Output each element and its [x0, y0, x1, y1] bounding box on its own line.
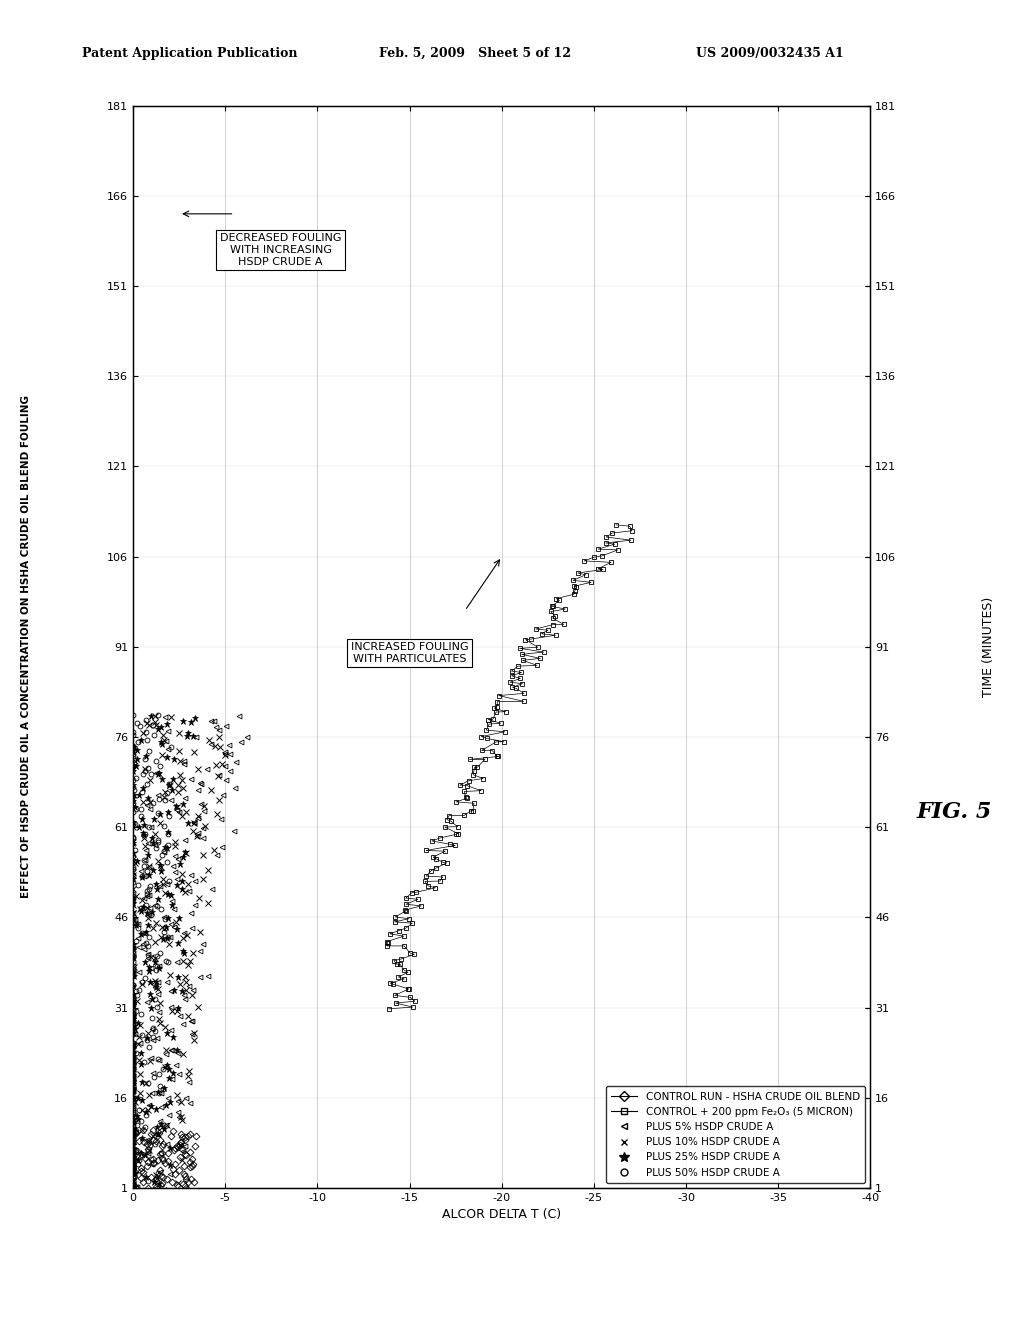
X-axis label: ALCOR DELTA T (C): ALCOR DELTA T (C) [442, 1208, 561, 1221]
Text: INCREASED FOULING
WITH PARTICULATES: INCREASED FOULING WITH PARTICULATES [351, 642, 468, 664]
Text: US 2009/0032435 A1: US 2009/0032435 A1 [696, 46, 844, 59]
Text: EFFECT OF HSDP CRUDE OIL A CONCENTRATION ON HSHA CRUDE OIL BLEND FOULING: EFFECT OF HSDP CRUDE OIL A CONCENTRATION… [20, 395, 31, 899]
Text: DECREASED FOULING
WITH INCREASING
HSDP CRUDE A: DECREASED FOULING WITH INCREASING HSDP C… [220, 234, 341, 267]
Legend: CONTROL RUN - HSHA CRUDE OIL BLEND, CONTROL + 200 ppm Fe₂O₃ (5 MICRON), PLUS 5% : CONTROL RUN - HSHA CRUDE OIL BLEND, CONT… [606, 1086, 865, 1183]
Text: Feb. 5, 2009   Sheet 5 of 12: Feb. 5, 2009 Sheet 5 of 12 [379, 46, 571, 59]
Text: Patent Application Publication: Patent Application Publication [82, 46, 297, 59]
Text: TIME (MINUTES): TIME (MINUTES) [982, 597, 994, 697]
Text: FIG. 5: FIG. 5 [916, 801, 992, 824]
